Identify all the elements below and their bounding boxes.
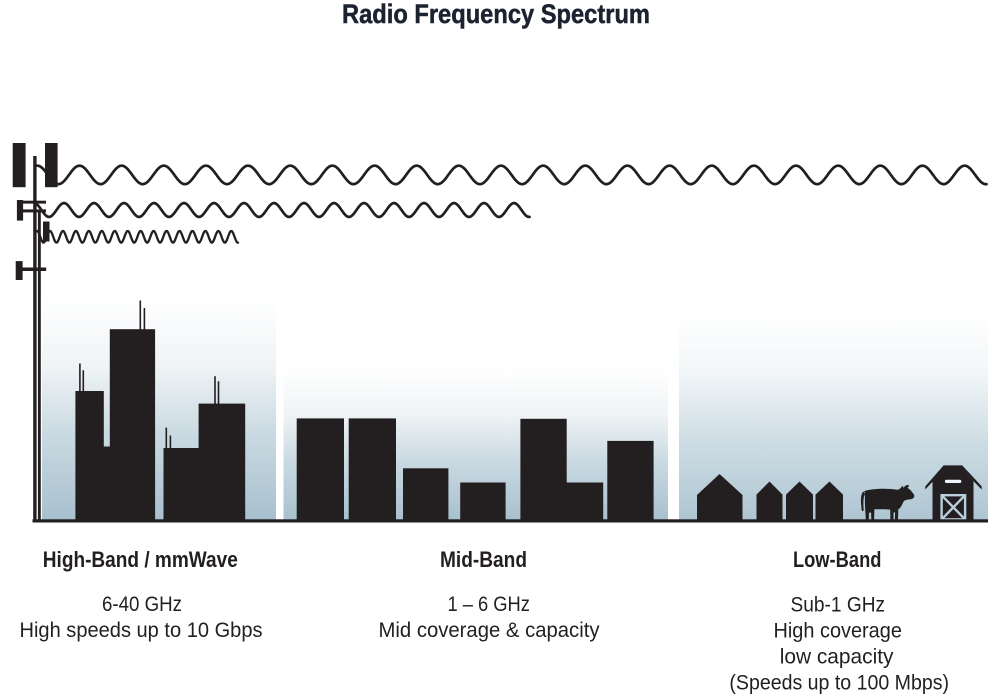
svg-text:High speeds up to 10 Gbps: High speeds up to 10 Gbps — [20, 618, 263, 642]
svg-text:High-Band / mmWave: High-Band / mmWave — [43, 547, 238, 572]
svg-text:1 – 6 GHz: 1 – 6 GHz — [447, 592, 530, 616]
svg-text:High coverage: High coverage — [774, 619, 902, 643]
svg-text:Mid-Band: Mid-Band — [440, 547, 527, 572]
svg-text:Sub-1 GHz: Sub-1 GHz — [791, 592, 886, 616]
svg-text:Low-Band: Low-Band — [793, 547, 882, 572]
svg-text:(Speeds up to 100 Mbps): (Speeds up to 100 Mbps) — [729, 671, 949, 695]
svg-text:6-40 GHz: 6-40 GHz — [102, 592, 182, 616]
svg-text:low capacity: low capacity — [780, 645, 894, 669]
svg-text:Radio Frequency Spectrum: Radio Frequency Spectrum — [342, 0, 650, 29]
svg-text:Mid coverage & capacity: Mid coverage & capacity — [379, 618, 600, 642]
